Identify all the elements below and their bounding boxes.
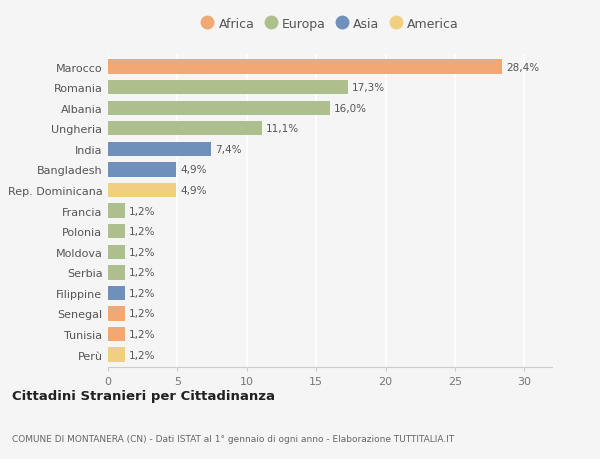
- Bar: [108, 142, 211, 157]
- Text: COMUNE DI MONTANERA (CN) - Dati ISTAT al 1° gennaio di ogni anno - Elaborazione : COMUNE DI MONTANERA (CN) - Dati ISTAT al…: [12, 434, 454, 442]
- Bar: [108, 60, 502, 74]
- Bar: [108, 307, 125, 321]
- Text: 1,2%: 1,2%: [129, 268, 155, 278]
- Text: 28,4%: 28,4%: [506, 62, 539, 73]
- Text: 1,2%: 1,2%: [129, 206, 155, 216]
- Bar: [108, 327, 125, 341]
- Bar: [108, 224, 125, 239]
- Text: 1,2%: 1,2%: [129, 247, 155, 257]
- Bar: [108, 245, 125, 259]
- Text: 1,2%: 1,2%: [129, 309, 155, 319]
- Bar: [108, 81, 348, 95]
- Text: Cittadini Stranieri per Cittadinanza: Cittadini Stranieri per Cittadinanza: [12, 389, 275, 403]
- Text: 1,2%: 1,2%: [129, 330, 155, 339]
- Bar: [108, 122, 262, 136]
- Text: 1,2%: 1,2%: [129, 227, 155, 237]
- Text: 4,9%: 4,9%: [180, 185, 206, 196]
- Bar: [108, 286, 125, 301]
- Bar: [108, 348, 125, 362]
- Text: 1,2%: 1,2%: [129, 350, 155, 360]
- Text: 16,0%: 16,0%: [334, 103, 367, 113]
- Text: 7,4%: 7,4%: [215, 145, 241, 155]
- Bar: [108, 101, 330, 116]
- Legend: Africa, Europa, Asia, America: Africa, Europa, Asia, America: [201, 17, 459, 31]
- Bar: [108, 163, 176, 177]
- Bar: [108, 184, 176, 198]
- Text: 1,2%: 1,2%: [129, 288, 155, 298]
- Text: 17,3%: 17,3%: [352, 83, 385, 93]
- Bar: [108, 266, 125, 280]
- Text: 11,1%: 11,1%: [266, 124, 299, 134]
- Text: 4,9%: 4,9%: [180, 165, 206, 175]
- Bar: [108, 204, 125, 218]
